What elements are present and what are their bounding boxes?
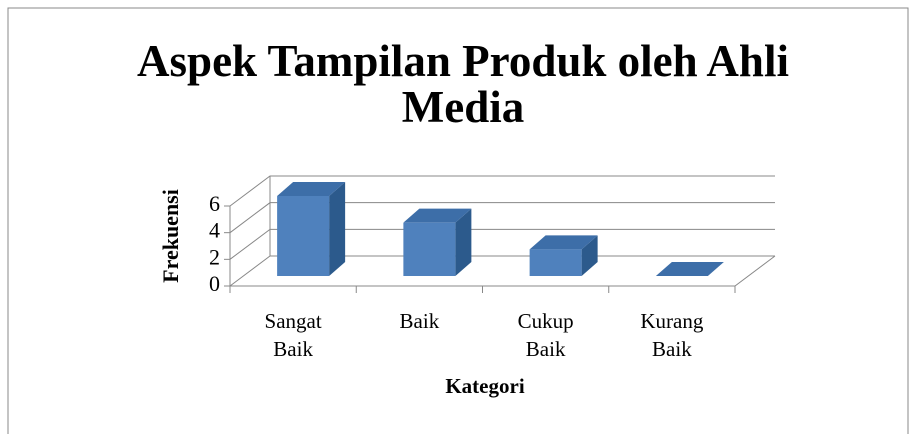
bar xyxy=(277,196,330,276)
bar xyxy=(403,222,456,276)
grid-line xyxy=(229,202,775,234)
bar-top xyxy=(403,208,472,223)
grid-line xyxy=(229,228,775,260)
x-axis-label: Kategori xyxy=(445,374,524,398)
bar-side xyxy=(455,208,472,276)
bar-side xyxy=(329,182,346,276)
x-tick-label: Kurang Baik xyxy=(640,309,704,361)
chart-border xyxy=(7,7,909,434)
y-tick-label: 2 xyxy=(209,244,220,269)
chart-title: Aspek Tampilan Produk oleh Ahli Media xyxy=(137,36,789,132)
bar-top xyxy=(529,235,598,250)
bar-side xyxy=(581,235,598,276)
y-tick-label: 6 xyxy=(209,191,220,216)
bar xyxy=(529,249,582,276)
y-tick-label: 4 xyxy=(209,218,220,243)
x-tick-label: Sangat Baik xyxy=(264,309,322,361)
y-tick-label: 0 xyxy=(209,271,220,296)
x-tick-label: Baik xyxy=(399,309,440,333)
bar-top xyxy=(277,182,346,196)
x-tick-label: Cukup Baik xyxy=(517,309,574,361)
grid-line xyxy=(229,175,775,207)
y-axis-label: Frekuensi xyxy=(158,189,183,283)
bar-top xyxy=(655,262,724,276)
grid-line xyxy=(229,255,775,287)
